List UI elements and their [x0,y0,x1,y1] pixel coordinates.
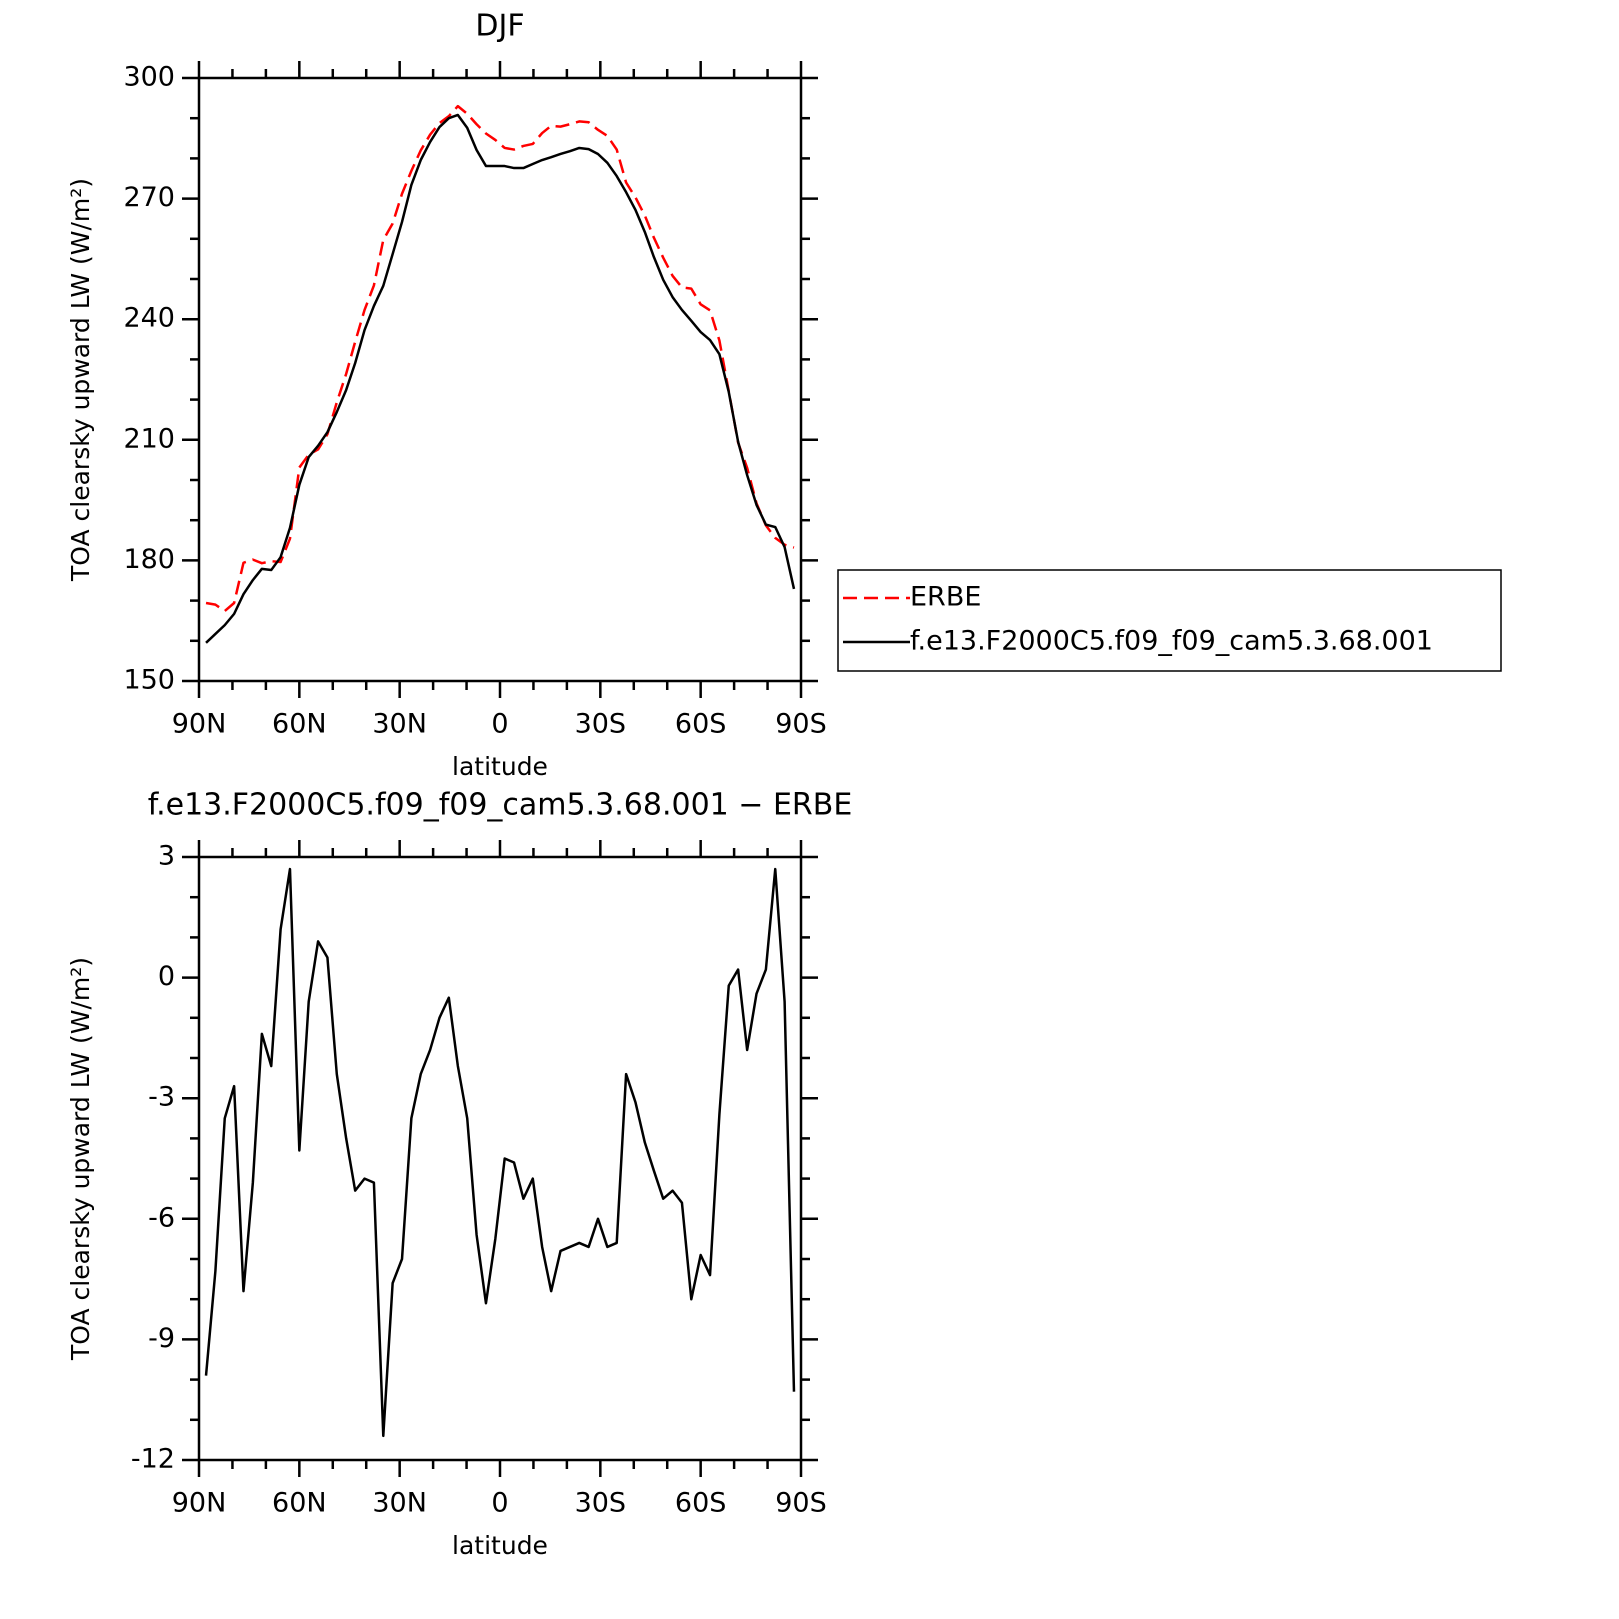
y-tick-label: -3 [148,1082,175,1113]
y-axis-label: TOA clearsky upward LW (W/m²) [66,957,95,1361]
x-tick-label: 60N [272,709,327,740]
legend-label: f.e13.F2000C5.f09_f09_cam5.3.68.001 [910,626,1433,657]
x-tick-label: 60N [272,1488,327,1519]
y-tick-label: 180 [123,544,175,575]
legend-label: ERBE [910,582,981,613]
x-tick-label: 30S [575,1488,627,1519]
chart-title: f.e13.F2000C5.f09_f09_cam5.3.68.001 − ER… [148,788,853,823]
plot-frame [197,76,803,683]
y-tick-label: 270 [123,182,175,213]
data-line [204,867,796,1438]
plot-frame [197,855,803,1462]
y-tick-label: 210 [123,423,175,454]
data-line [205,104,795,613]
legend-box [837,569,1502,672]
y-tick-label: 0 [158,961,175,992]
y-tick-label: 150 [123,665,175,696]
x-tick-label: 30N [372,709,427,740]
y-tick-label: -12 [131,1444,175,1475]
x-tick-label: 90N [172,1488,227,1519]
x-tick-label: 90S [775,1488,827,1519]
y-tick-label: -6 [148,1202,175,1233]
y-tick-label: 3 [158,841,175,872]
x-tick-label: 60S [675,1488,727,1519]
y-tick-label: 240 [123,303,175,334]
y-tick-label: -9 [148,1323,175,1354]
x-tick-label: 0 [491,1488,508,1519]
x-tick-label: 0 [491,709,508,740]
x-tick-label: 90N [172,709,227,740]
x-tick-label: 30S [575,709,627,740]
y-axis-label: TOA clearsky upward LW (W/m²) [66,178,95,582]
x-tick-label: 90S [775,709,827,740]
x-axis-label: latitude [452,1531,548,1560]
y-tick-label: 300 [123,62,175,93]
x-tick-label: 30N [372,1488,427,1519]
x-tick-label: 60S [675,709,727,740]
chart-title: DJF [475,9,524,44]
data-line [205,113,796,644]
x-axis-label: latitude [452,752,548,781]
